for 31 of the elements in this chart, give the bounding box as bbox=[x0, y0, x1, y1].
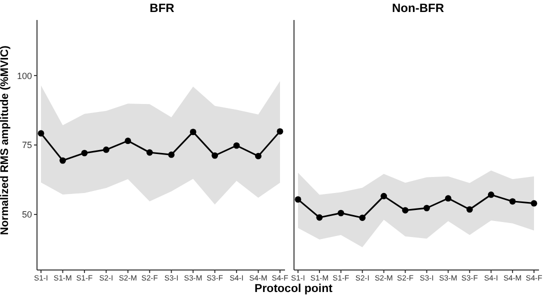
point bbox=[509, 198, 516, 205]
point bbox=[102, 146, 110, 153]
point bbox=[60, 157, 66, 164]
y-tick-label: 50 bbox=[22, 210, 32, 220]
point bbox=[233, 142, 240, 149]
point bbox=[294, 196, 302, 203]
chart-title: Non-BFR bbox=[391, 1, 445, 15]
point bbox=[276, 128, 284, 135]
point bbox=[146, 149, 153, 156]
y-axis-title: Normalized RMS amplitude (%MVIC) bbox=[0, 45, 11, 235]
point bbox=[424, 204, 430, 212]
point bbox=[38, 130, 44, 137]
point bbox=[255, 152, 262, 160]
point bbox=[380, 192, 388, 200]
point bbox=[338, 210, 344, 216]
point bbox=[212, 152, 218, 159]
point bbox=[402, 207, 408, 214]
point bbox=[530, 200, 538, 207]
point bbox=[190, 128, 196, 136]
x-axis-title: Protocol point bbox=[254, 283, 334, 295]
chart-title: BFR bbox=[148, 1, 176, 15]
point bbox=[316, 214, 323, 221]
point bbox=[488, 192, 494, 198]
y-tick-label: 100 bbox=[16, 70, 32, 81]
point bbox=[124, 138, 132, 144]
point bbox=[359, 214, 366, 221]
y-tick-label: 75 bbox=[22, 140, 32, 150]
point bbox=[444, 195, 452, 202]
point bbox=[168, 152, 175, 158]
point bbox=[81, 150, 88, 156]
point bbox=[466, 206, 473, 213]
